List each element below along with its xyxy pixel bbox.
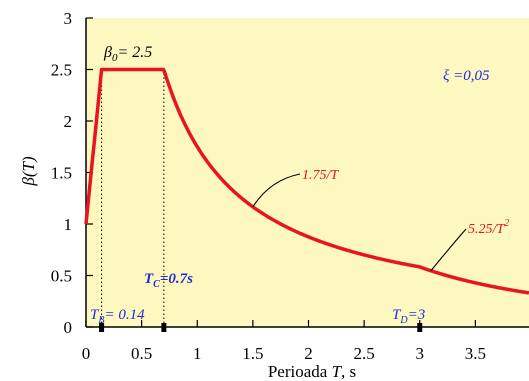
x-tick-label: 1 [193,344,202,363]
xi-annotation: ξ =0,05 [443,68,490,84]
label-5-25-annotation: 5.25/T2 [468,218,509,237]
x-tick-label: 0.5 [131,344,152,363]
x-tick-label: 2.5 [354,344,375,363]
y-tick-label: 1.5 [51,164,72,183]
x-tick-label: 2 [304,344,313,363]
spectrum-curve [84,67,529,295]
y-tick-label: 0 [64,318,73,337]
period-marker [417,323,423,332]
tb-annotation: TB= 0.14 [90,307,145,326]
label-5-25-leader [430,228,467,272]
x-tick-label: 3.5 [465,344,486,363]
y-tick-label: 2.5 [51,61,72,80]
td-annotation: TD=3 [392,307,425,326]
label-1-75-leader [252,173,301,208]
y-tick-label: 1 [64,215,73,234]
y-tick-label: 3 [64,9,73,28]
y-axis-title: β(T) [19,156,38,187]
period-marker [161,323,167,332]
label-1-75-annotation: 1.75/T [302,168,339,183]
y-tick-label: 2 [64,112,73,131]
x-tick-label: 1.5 [242,344,263,363]
x-tick-label: 3 [416,344,425,363]
x-tick-label: 0 [82,344,91,363]
x-axis-title: Perioada T, s [268,362,356,381]
period-marker [99,323,105,332]
y-tick-label: 0.5 [51,267,72,286]
